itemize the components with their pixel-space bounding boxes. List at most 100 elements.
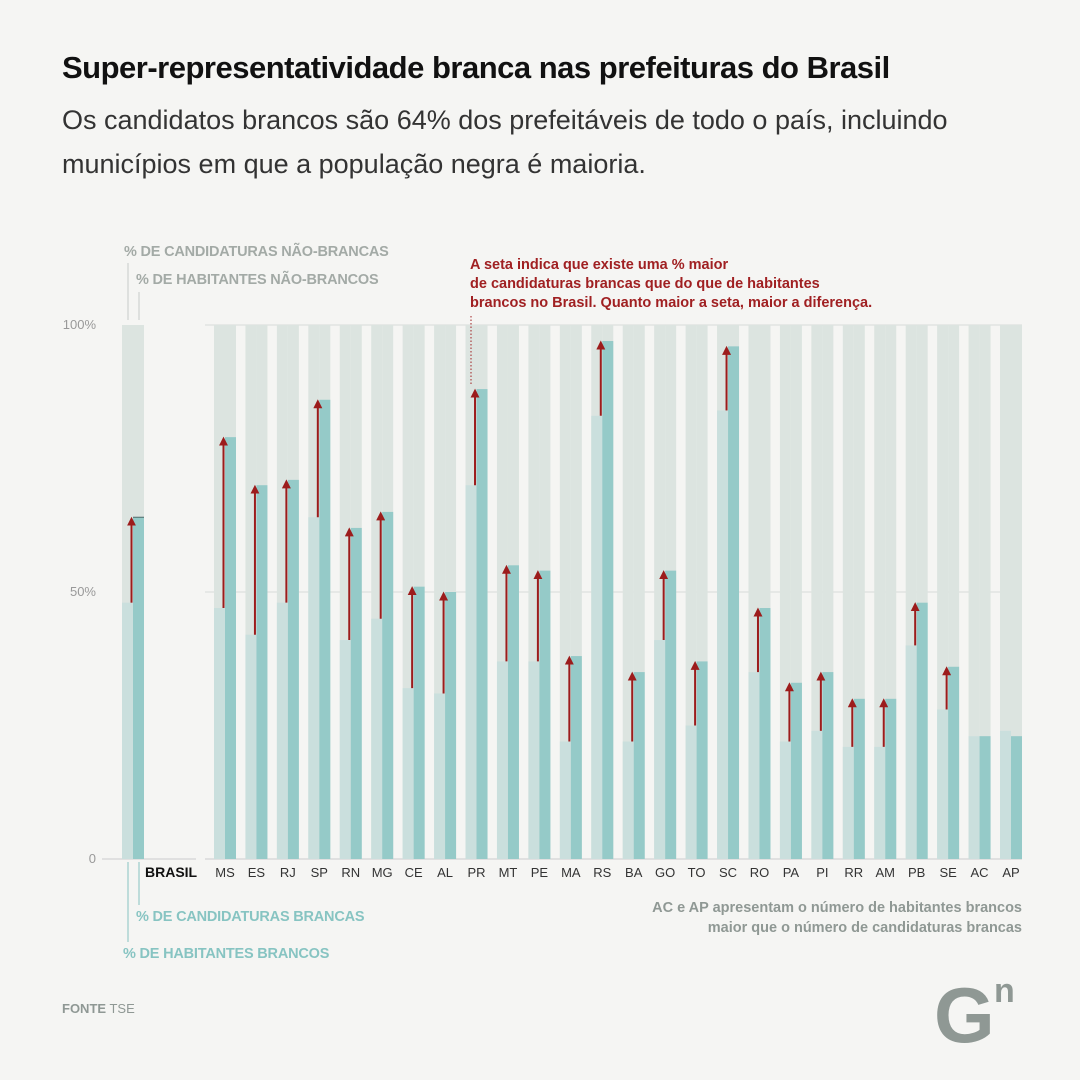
remainder-bar-candidaturas xyxy=(790,325,802,859)
bar-habitantes-brancos xyxy=(622,741,634,859)
x-tick-label: RO xyxy=(750,865,770,880)
remainder-bar-habitantes xyxy=(1000,325,1011,859)
bar-candidaturas-brancas xyxy=(822,672,834,859)
remainder-bar-habitantes xyxy=(559,325,571,859)
x-tick-label: PA xyxy=(783,865,800,880)
bar-habitantes-brancos xyxy=(276,602,288,859)
bar-candidaturas-brancas xyxy=(696,661,708,859)
remainder-bar-habitantes xyxy=(842,325,854,859)
bar-candidaturas-brancas xyxy=(633,672,645,859)
legend-habitantes-brancos: % DE HABITANTES BRANCOS xyxy=(123,946,330,962)
bar-habitantes-brancos xyxy=(654,640,666,859)
x-tick-label: AL xyxy=(437,865,453,880)
bar-candidaturas-brancas xyxy=(319,399,331,859)
bar-habitantes-brancos xyxy=(434,693,446,859)
bar-candidaturas-brancas xyxy=(476,389,488,859)
logo: G n xyxy=(934,972,1015,1052)
bar-habitantes-brancos xyxy=(717,410,729,859)
x-tick-label: SE xyxy=(939,865,957,880)
bar-habitantes-brancos xyxy=(968,736,980,859)
x-tick-label: CE xyxy=(405,865,423,880)
bar-habitantes-brancos xyxy=(122,602,133,859)
y-tick-label: 0 xyxy=(89,851,96,866)
remainder-bar-habitantes xyxy=(748,325,760,859)
bar-candidaturas-brancas xyxy=(350,527,362,859)
bar-habitantes-brancos xyxy=(245,634,257,859)
annotation-line: de candidaturas brancas que do que de ha… xyxy=(470,276,820,292)
bar-candidaturas-brancas xyxy=(948,666,960,859)
bar-candidaturas-brancas xyxy=(413,586,425,859)
remainder-bar-candidaturas xyxy=(885,325,897,859)
legend-habitantes-nao-brancos: % DE HABITANTES NÃO-BRANCOS xyxy=(136,272,379,288)
remainder-bar-candidaturas xyxy=(979,325,991,859)
x-tick-label: GO xyxy=(655,865,675,880)
remainder-bar-habitantes xyxy=(779,325,791,859)
x-tick-label: BRASIL xyxy=(145,864,198,880)
note-line: AC e AP apresentam o número de habitante… xyxy=(652,900,1022,916)
arrow-annotation: A seta indica que existe uma % maior de … xyxy=(470,256,872,313)
x-tick-label: AP xyxy=(1002,865,1019,880)
bar-candidaturas-brancas xyxy=(507,565,519,859)
chart-subtitle: Os candidatos brancos são 64% dos prefei… xyxy=(62,105,948,179)
x-tick-label: ES xyxy=(248,865,266,880)
bar-habitantes-brancos xyxy=(937,709,949,859)
bar-habitantes-brancos xyxy=(402,688,414,859)
remainder-bar-habitantes xyxy=(905,325,917,859)
bar-candidaturas-brancas xyxy=(759,608,771,859)
bar-candidaturas-brancas xyxy=(665,570,677,859)
remainder-bar-habitantes xyxy=(496,325,508,859)
x-tick-label: AC xyxy=(971,865,989,880)
bar-habitantes-brancos xyxy=(685,725,697,859)
bar-candidaturas-brancas xyxy=(1011,736,1022,859)
x-tick-label: SP xyxy=(311,865,328,880)
x-tick-label: PB xyxy=(908,865,925,880)
y-tick-label: 50% xyxy=(70,584,96,599)
source: FONTE TSE xyxy=(62,1001,135,1016)
bar-candidaturas-brancas xyxy=(133,517,144,859)
remainder-bar-habitantes xyxy=(371,325,383,859)
ac-ap-note: AC e AP apresentam o número de habitante… xyxy=(652,898,1022,938)
bar-habitantes-brancos xyxy=(591,415,603,859)
x-tick-label: MT xyxy=(499,865,518,880)
x-tick-label: BA xyxy=(625,865,643,880)
remainder-bar-habitantes xyxy=(122,325,133,859)
remainder-bar-habitantes xyxy=(214,325,225,859)
x-tick-label: MA xyxy=(561,865,581,880)
remainder-bar-habitantes xyxy=(245,325,257,859)
bar-candidaturas-brancas xyxy=(853,698,865,859)
remainder-bar-habitantes xyxy=(685,325,697,859)
note-line: maior que o número de candidaturas branc… xyxy=(707,920,1022,936)
bar-habitantes-brancos xyxy=(496,661,508,859)
x-tick-label: PE xyxy=(531,865,549,880)
remainder-bar-habitantes xyxy=(622,325,634,859)
bar-candidaturas-brancas xyxy=(382,511,394,859)
x-tick-label: SC xyxy=(719,865,737,880)
x-tick-label: RS xyxy=(593,865,611,880)
bar-candidaturas-brancas xyxy=(885,698,897,859)
y-tick-label: 100% xyxy=(63,317,97,332)
legend-candidaturas-nao-brancas: % DE CANDIDATURAS NÃO-BRANCAS xyxy=(124,244,389,260)
remainder-bar-candidaturas xyxy=(633,325,645,859)
bar-candidaturas-brancas xyxy=(256,485,268,859)
remainder-bar-candidaturas xyxy=(822,325,834,859)
bar-habitantes-brancos xyxy=(465,485,477,859)
bar-candidaturas-brancas xyxy=(539,570,551,859)
bar-habitantes-brancos xyxy=(779,741,791,859)
remainder-bar-candidaturas xyxy=(853,325,865,859)
remainder-bar-habitantes xyxy=(874,325,886,859)
remainder-bar-habitantes xyxy=(654,325,666,859)
remainder-bar-habitantes xyxy=(276,325,288,859)
bar-candidaturas-brancas xyxy=(602,341,614,859)
remainder-bar-candidaturas xyxy=(570,325,582,859)
bar-habitantes-brancos xyxy=(905,645,917,859)
bar-candidaturas-brancas xyxy=(287,479,299,859)
logo-g: G xyxy=(934,972,995,1052)
x-tick-label: AM xyxy=(875,865,895,880)
bar-habitantes-brancos xyxy=(1000,730,1011,859)
bar-candidaturas-brancas xyxy=(445,592,457,859)
x-tick-label: RR xyxy=(844,865,863,880)
bar-candidaturas-brancas xyxy=(570,656,582,859)
bar-habitantes-brancos xyxy=(528,661,540,859)
annotation-line: A seta indica que existe uma % maior xyxy=(470,257,729,273)
